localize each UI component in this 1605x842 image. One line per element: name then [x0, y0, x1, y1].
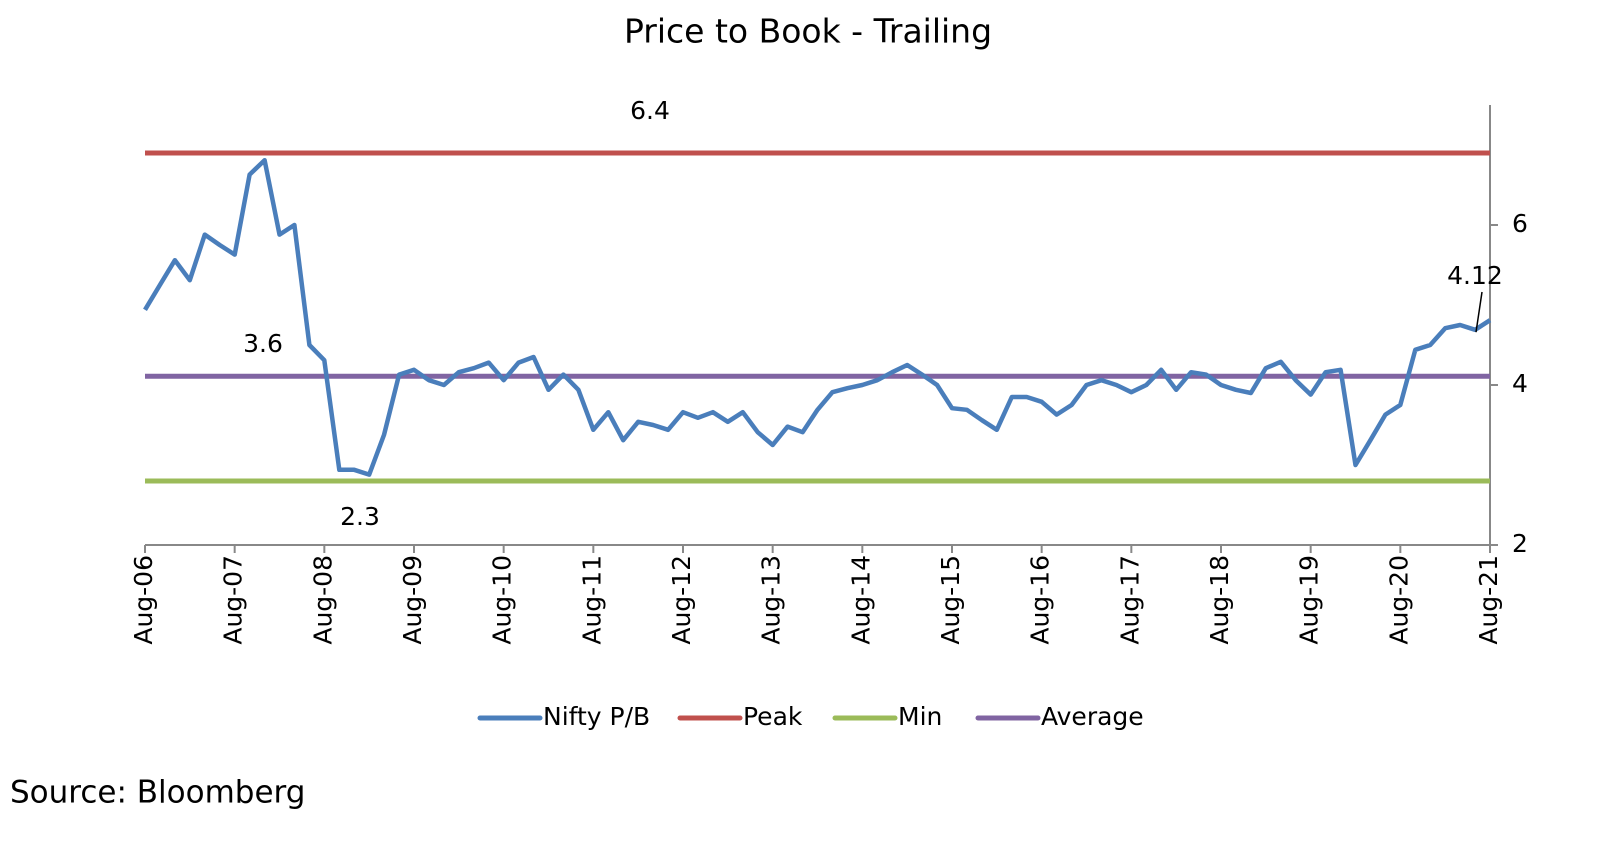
x-tick-label: Aug-10 — [488, 555, 517, 645]
x-tick-label: Aug-12 — [667, 555, 696, 645]
chart-title: Price to Book - Trailing — [624, 12, 992, 51]
legend-label: Average — [1041, 702, 1144, 731]
annotation: 4.12 — [1447, 261, 1503, 290]
y-tick-label: 4 — [1512, 369, 1528, 398]
series-line — [143, 157, 1492, 477]
x-tick-label: Aug-20 — [1384, 555, 1413, 645]
x-tick-label: Aug-21 — [1474, 555, 1503, 645]
x-tick-label: Aug-11 — [577, 555, 606, 645]
legend-label: Peak — [743, 702, 803, 731]
x-tick-label: Aug-14 — [846, 555, 875, 645]
source-note: Source: Bloomberg — [10, 775, 305, 811]
annotation: 6.4 — [630, 96, 670, 125]
y-tick-label: 6 — [1512, 209, 1528, 238]
x-tick-label: Aug-08 — [308, 555, 337, 645]
x-tick-label: Aug-07 — [219, 555, 248, 645]
legend-label: Nifty P/B — [543, 702, 650, 731]
x-tick-label: Aug-06 — [129, 555, 158, 645]
x-tick-label: Aug-13 — [757, 555, 786, 645]
x-tick-label: Aug-19 — [1295, 555, 1324, 645]
annotation-pointer — [1475, 291, 1483, 333]
x-tick-label: Aug-17 — [1115, 555, 1144, 645]
legend-label: Min — [898, 702, 942, 731]
x-tick-label: Aug-09 — [398, 555, 427, 645]
x-tick-label: Aug-15 — [936, 555, 965, 645]
annotation: 2.3 — [340, 502, 380, 531]
x-tick-label: Aug-16 — [1026, 555, 1055, 645]
x-tick-label: Aug-18 — [1205, 555, 1234, 645]
annotation: 3.6 — [243, 329, 283, 358]
y-tick-label: 2 — [1512, 529, 1528, 558]
